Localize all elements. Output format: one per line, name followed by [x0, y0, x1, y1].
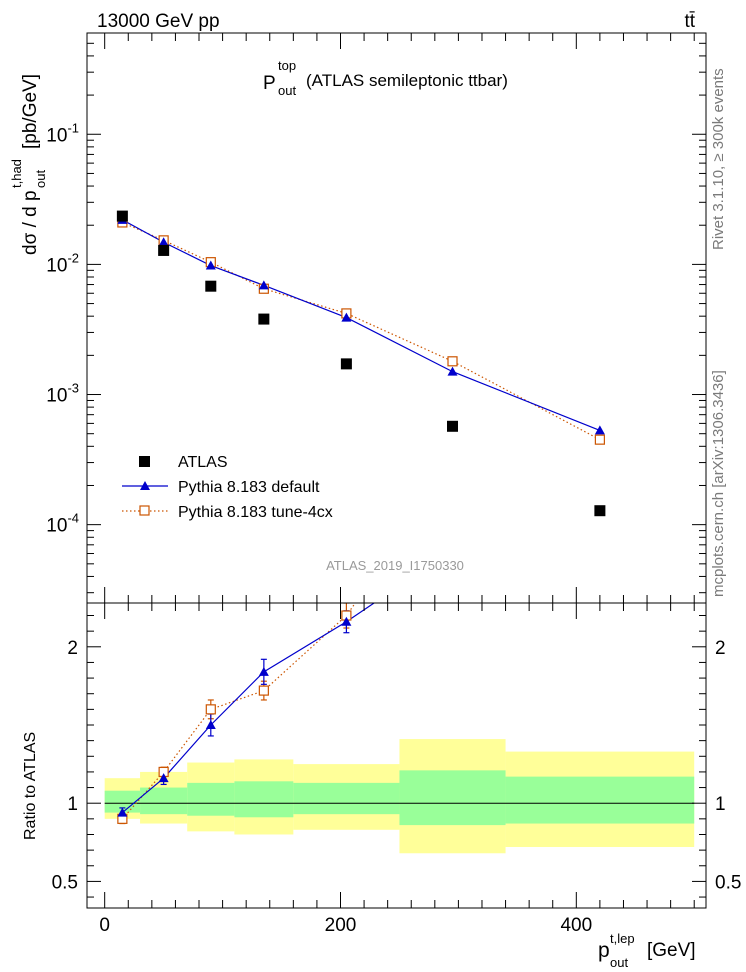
legend-atlas-marker: [139, 456, 150, 467]
pythia-default-point: [594, 425, 605, 435]
process-label: tt̄: [684, 11, 695, 32]
chart-title-symbol: P: [263, 73, 276, 94]
ratio-y-tick-label-right: 1: [715, 794, 726, 815]
pythia-4cx-line: [122, 221, 601, 441]
chart-title: (ATLAS semileptonic ttbar): [306, 71, 508, 90]
main-y-axis-label-subscript: out: [33, 170, 48, 188]
ratio-panel-frame: [86, 602, 707, 909]
atlas-data-point: [205, 280, 217, 292]
main-y-axis-label-main: dσ / d p: [20, 190, 41, 255]
ratio-pythia-default-point: [595, 313, 605, 322]
ratio-y-tick-label-left: 0.5: [52, 872, 78, 893]
rivet-version-label: Rivet 3.1.10, ≥ 300k events: [710, 68, 727, 250]
legend-pythia-4cx-label: Pythia 8.183 tune-4cx: [178, 504, 333, 521]
main-y-axis-label-unit: [pb/GeV]: [20, 74, 41, 149]
green-uncertainty-band: [505, 776, 695, 824]
legend-atlas-label: ATLAS: [178, 454, 228, 471]
pythia-default-point: [341, 312, 352, 322]
green-uncertainty-band: [234, 781, 294, 818]
pythia-default-point: [205, 260, 216, 270]
atlas-data-point: [258, 313, 270, 325]
x-axis-label: p t,lep out [GeV]: [598, 931, 696, 970]
main-y-axis-label-superscript: t,had: [9, 159, 24, 188]
main-series: [116, 210, 606, 517]
analysis-watermark: ATLAS_2019_I1750330: [326, 558, 464, 573]
x-axis-label-superscript: t,lep: [610, 931, 635, 946]
x-tick-label: 0: [99, 915, 110, 936]
ratio-pythia-4cx-point: [205, 704, 216, 715]
atlas-data-point: [340, 358, 352, 370]
x-axis-label-unit: [GeV]: [647, 940, 696, 961]
legend-pythia-4cx-marker: [139, 505, 150, 516]
main-y-tick-label: 10-1: [46, 120, 79, 146]
ratio-panel: 0.5 0.5 1 1 2 2 0 200 400 Ratio to ATLAS p t,lep…: [22, 313, 741, 970]
main-y-tick-label: 10-4: [46, 511, 79, 537]
atlas-data-point: [594, 505, 606, 517]
ratio-pythia-default-point: [341, 616, 352, 626]
chart-title-subscript: out: [278, 83, 296, 98]
pythia-4cx-point: [447, 356, 458, 367]
ratio-pythia-default-point: [448, 545, 458, 554]
ratio-y-tick-label-left: 1: [67, 794, 78, 815]
ratio-y-tick-label-right: 2: [715, 638, 726, 659]
green-uncertainty-band: [293, 782, 400, 815]
pythia-default-line: [122, 219, 601, 431]
ratio-pythia-default-point: [117, 807, 128, 817]
ratio-series: [117, 313, 605, 825]
atlas-data-point: [447, 420, 459, 432]
atlas-data-point: [158, 244, 170, 256]
uncertainty-bands: [104, 739, 695, 854]
ratio-pythia-4cx-point: [448, 462, 457, 471]
ratio-pythia-default-point: [258, 666, 269, 676]
pythia-default-point: [447, 366, 458, 376]
atlas-data-point: [116, 210, 128, 222]
ratio-y-tick-label-right: 0.5: [715, 872, 741, 893]
x-axis-label-subscript: out: [610, 955, 628, 970]
energy-label: 13000 GeV pp: [97, 11, 220, 32]
ratio-y-axis-label: Ratio to ATLAS: [22, 732, 39, 840]
main-axes: 10-4 10-3 10-2 10-1: [46, 33, 706, 603]
pythia-4cx-point: [594, 434, 605, 445]
pythia-default-point: [158, 237, 169, 247]
ratio-pythia-default-point: [158, 773, 169, 783]
ratio-axes: 0.5 0.5 1 1 2 2 0 200 400: [52, 603, 741, 936]
legend-pythia-default-marker: [140, 481, 150, 490]
ratio-pythia-4cx-point: [258, 685, 269, 696]
green-uncertainty-band: [187, 782, 235, 816]
main-panel: 10-4 10-3 10-2 10-1 P top out (ATLAS semile…: [9, 32, 707, 604]
mcplots-label: mcplots.cern.ch [arXiv:1306.3436]: [710, 370, 727, 597]
main-y-tick-label: 10-3: [46, 381, 79, 407]
chart-title-superscript: top: [278, 58, 296, 73]
main-y-axis-label: dσ / d p t,had out [pb/GeV]: [9, 74, 48, 255]
green-uncertainty-band: [399, 770, 506, 826]
legend-pythia-default-label: Pythia 8.183 default: [178, 479, 320, 496]
ratio-y-tick-label-left: 2: [67, 638, 78, 659]
main-y-tick-label: 10-2: [46, 250, 79, 276]
ratio-pythia-default-point: [205, 720, 216, 729]
pythia-default-point: [258, 280, 269, 290]
legend: ATLAS Pythia 8.183 default Pythia 8.183 …: [122, 454, 333, 521]
x-tick-label: 400: [560, 915, 592, 936]
green-uncertainty-band: [104, 790, 141, 813]
x-axis-label-main: p: [598, 939, 610, 962]
x-tick-label: 200: [325, 915, 357, 936]
ratio-pythia-4cx-point: [595, 400, 604, 409]
